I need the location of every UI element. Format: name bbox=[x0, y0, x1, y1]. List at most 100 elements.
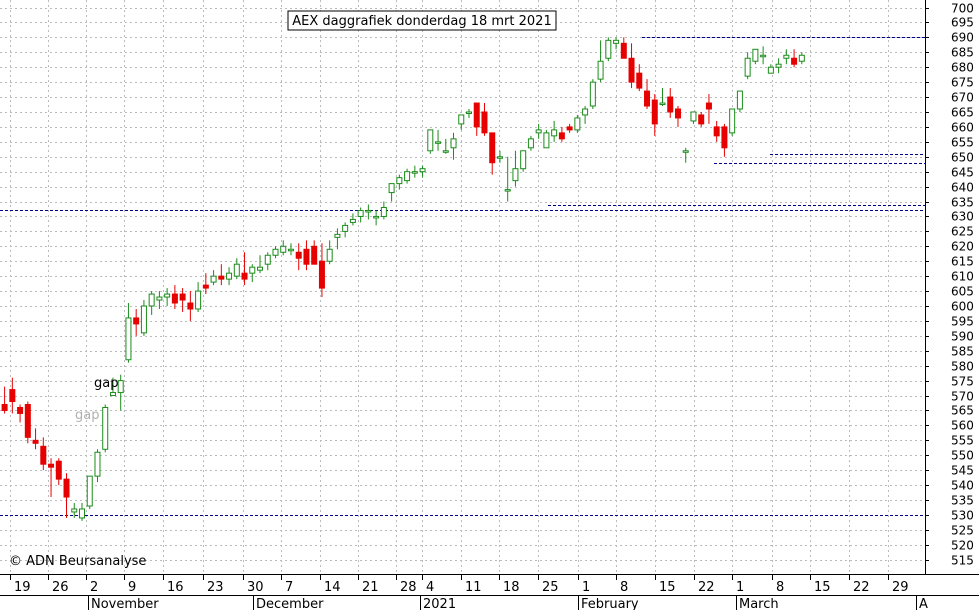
candle bbox=[287, 243, 294, 256]
candle bbox=[318, 243, 325, 298]
candle-body bbox=[171, 293, 178, 304]
x-month-label: February bbox=[581, 597, 639, 610]
candle bbox=[450, 132, 457, 160]
candle-body bbox=[791, 57, 798, 65]
y-tick-label: 535 bbox=[951, 494, 974, 508]
candle bbox=[481, 103, 488, 136]
x-day-label: 15 bbox=[814, 580, 831, 595]
candle bbox=[388, 183, 395, 202]
candle bbox=[682, 147, 689, 163]
y-tick-label: 615 bbox=[951, 255, 974, 269]
candle-body bbox=[156, 296, 163, 301]
candle-body bbox=[527, 138, 534, 149]
candle-body bbox=[496, 156, 503, 159]
y-tick-label: 605 bbox=[951, 285, 974, 299]
candle bbox=[411, 165, 418, 178]
candle bbox=[435, 129, 442, 151]
y-tick-label: 560 bbox=[951, 419, 974, 433]
y-tick-label: 650 bbox=[951, 151, 974, 165]
candle-body bbox=[272, 248, 279, 256]
candle-body bbox=[775, 63, 782, 68]
candle-body bbox=[241, 272, 248, 280]
candle-body bbox=[705, 102, 712, 110]
candle bbox=[241, 252, 248, 286]
candle-body bbox=[249, 266, 256, 274]
candle bbox=[713, 120, 720, 142]
candle-body bbox=[1, 404, 8, 411]
x-day-label: 9 bbox=[128, 580, 136, 595]
candle-body bbox=[202, 284, 209, 289]
candle bbox=[589, 79, 596, 109]
candle bbox=[783, 49, 790, 65]
candle-body bbox=[481, 111, 488, 134]
candle bbox=[674, 106, 681, 127]
y-tick-label: 700 bbox=[951, 2, 974, 16]
candle bbox=[527, 135, 534, 151]
x-day-label: 26 bbox=[52, 580, 69, 595]
y-tick-label: 675 bbox=[951, 76, 974, 90]
y-tick-label: 580 bbox=[951, 360, 974, 374]
candle-body bbox=[466, 111, 472, 114]
candle-body bbox=[17, 406, 24, 414]
candle-body bbox=[94, 451, 101, 477]
candle-body bbox=[489, 132, 496, 164]
candle bbox=[582, 106, 589, 124]
candle-body bbox=[396, 177, 403, 185]
candle bbox=[117, 374, 124, 411]
candle bbox=[535, 123, 542, 139]
y-tick-label: 600 bbox=[951, 300, 974, 314]
candle-body bbox=[458, 114, 465, 125]
candles bbox=[1, 37, 805, 521]
candle-body bbox=[520, 150, 527, 170]
x-day-label: 21 bbox=[362, 580, 379, 595]
candle bbox=[667, 88, 674, 118]
grid-lines bbox=[0, 0, 925, 574]
candle bbox=[396, 174, 403, 190]
candle bbox=[543, 129, 550, 149]
candle-body bbox=[543, 132, 550, 149]
candle-body bbox=[71, 508, 78, 513]
candle bbox=[1, 386, 8, 414]
candle-body bbox=[388, 183, 395, 194]
x-day-label: 4 bbox=[426, 580, 434, 595]
candle bbox=[102, 404, 109, 453]
x-day-label: 14 bbox=[324, 580, 341, 595]
candle bbox=[489, 132, 496, 175]
candle-body bbox=[102, 406, 109, 450]
y-tick-label: 520 bbox=[951, 539, 974, 553]
candle-body bbox=[48, 463, 55, 468]
candle-body bbox=[411, 171, 418, 174]
candle bbox=[9, 377, 16, 414]
candle bbox=[171, 285, 178, 309]
candle bbox=[17, 404, 24, 423]
y-tick-label: 545 bbox=[951, 464, 974, 478]
y-tick-label: 620 bbox=[951, 240, 974, 254]
x-day-label: 16 bbox=[167, 580, 184, 595]
candle-body bbox=[311, 245, 318, 265]
y-tick-label: 575 bbox=[951, 375, 974, 389]
y-tick-label: 680 bbox=[951, 61, 974, 75]
candle-body bbox=[651, 99, 658, 125]
candle-body bbox=[365, 209, 372, 213]
chart-title-box bbox=[287, 10, 557, 31]
candle bbox=[760, 46, 767, 65]
candle-body bbox=[636, 72, 643, 89]
candle-body bbox=[613, 39, 620, 44]
candle bbox=[597, 40, 604, 83]
y-tick-label: 690 bbox=[951, 31, 974, 45]
candle bbox=[349, 213, 356, 226]
candle-body bbox=[140, 305, 147, 334]
candle-body bbox=[195, 290, 202, 310]
candle bbox=[729, 108, 736, 136]
candle bbox=[520, 150, 527, 172]
candle bbox=[272, 246, 279, 259]
candle-body bbox=[473, 102, 480, 128]
candle bbox=[334, 228, 341, 250]
candle bbox=[133, 308, 140, 336]
candle-body bbox=[729, 108, 736, 134]
candle-body bbox=[435, 141, 442, 144]
x-day-label: 15 bbox=[659, 580, 676, 595]
candle-body bbox=[535, 129, 542, 134]
x-month-label: December bbox=[256, 597, 324, 610]
